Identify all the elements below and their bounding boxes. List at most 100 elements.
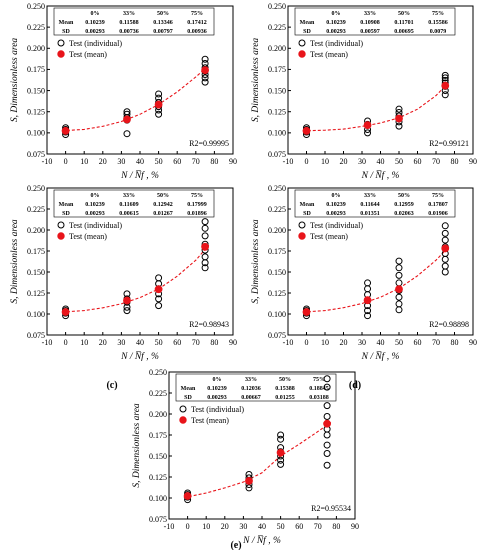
stats-table-cell: 0.15388 (275, 386, 295, 392)
r2-annotation: R2=0.95534 (311, 504, 351, 513)
y-tick-label: 0.200 (27, 226, 45, 235)
y-tick-label: 0.200 (268, 44, 286, 53)
y-tick-label: 0.125 (149, 473, 167, 482)
data-point-individual (201, 74, 209, 82)
stats-table-cell: 0.17999 (187, 202, 207, 208)
stats-table-cell: 0.00293 (85, 29, 105, 35)
x-tick-label: 90 (229, 157, 237, 166)
data-point-individual (201, 218, 209, 226)
stats-table-cell: Mean (59, 202, 74, 208)
stats-table-header: 0% (91, 11, 100, 17)
y-tick-label: 0.200 (268, 226, 286, 235)
r2-annotation: R2=0.98898 (429, 320, 469, 329)
stats-table-frame (53, 189, 215, 218)
y-tick-label: 0.175 (268, 247, 286, 256)
stats-table: 0% 33% 50% 75% Mean 0.10239 0.11588 0.13346 0.17… (53, 7, 215, 36)
stats-table-cell: SD (62, 29, 70, 35)
stats-table-header: 33% (123, 11, 135, 17)
legend-label-mean: Test (mean) (191, 416, 229, 425)
data-point-mean (123, 115, 131, 124)
stats-table-cell: 0.00695 (394, 29, 414, 35)
stats-table-header: 0% (91, 193, 100, 199)
fit-curve (302, 246, 450, 313)
y-tick-label: 0.100 (27, 310, 45, 319)
stats-table-cell: 0.10239 (326, 202, 346, 208)
stats-table-cell: 0.00936 (187, 29, 207, 35)
stats-table-cell: 0.00293 (85, 211, 105, 217)
x-tick-label: 30 (117, 338, 125, 347)
y-tick-label: 0.100 (268, 310, 286, 319)
data-point-individual (364, 307, 372, 315)
data-point-individual (155, 295, 163, 303)
data-point-individual (364, 279, 372, 287)
x-tick-label: 80 (451, 338, 459, 347)
data-point-individual (395, 105, 403, 113)
legend-marker-individual (57, 39, 65, 47)
stats-table-cell: 0.10908 (360, 20, 380, 26)
stats-table-cell: 0.01896 (187, 211, 207, 217)
data-point-mean (245, 476, 253, 485)
stats-table-cell: 0.11588 (119, 20, 138, 26)
data-point-individual (123, 307, 131, 315)
stats-table-cell: 0.01267 (153, 211, 173, 217)
stats-table-cell: SD (62, 211, 70, 217)
y-tick-label: 0.175 (149, 431, 167, 440)
data-point-individual (441, 222, 449, 230)
stats-table-cell: 0.00293 (326, 211, 346, 217)
x-tick-label: 50 (277, 522, 285, 531)
y-tick-label: 0.100 (27, 129, 45, 138)
y-tick-label: 0.225 (27, 205, 45, 214)
data-point-mean (395, 114, 403, 123)
data-point-individual (364, 285, 372, 293)
x-tick-label: 30 (358, 338, 366, 347)
stats-table-cell: 0.00797 (153, 29, 173, 35)
r2-annotation: R2=0.99995 (189, 139, 229, 148)
x-tick-label: 30 (117, 157, 125, 166)
stats-table-cell: 0.00615 (119, 211, 139, 217)
data-point-individual (277, 460, 285, 468)
stats-table-frame (294, 7, 456, 36)
stats-table: 0% 33% 50% 75% Mean 0.10239 0.12036 0.15388 0.18… (175, 373, 337, 402)
data-point-individual (441, 255, 449, 263)
data-point-mean (123, 296, 131, 305)
y-tick-label: 0.075 (268, 331, 286, 340)
legend-marker-individual (179, 405, 187, 413)
x-tick-label: 30 (358, 157, 366, 166)
stats-table-cell: Mean (59, 20, 74, 26)
stats-table-cell: 0.0079 (430, 29, 447, 35)
stats-table-cell: SD (303, 211, 311, 217)
stats-table-header: 50% (398, 11, 410, 17)
x-tick-label: 50 (155, 338, 163, 347)
x-tick-label: 50 (155, 157, 163, 166)
x-tick-label: 20 (221, 522, 229, 531)
x-tick-label: -10 (164, 522, 175, 531)
legend-marker-mean (57, 50, 65, 58)
y-tick-label: 0.100 (268, 129, 286, 138)
data-point-individual (123, 130, 131, 138)
x-tick-label: 20 (340, 157, 348, 166)
x-tick-label: -10 (283, 338, 294, 347)
stats-table-cell: 0.15586 (428, 20, 448, 26)
x-tick-label: 50 (395, 338, 403, 347)
x-axis-title: N / N̅f , % (120, 170, 159, 181)
x-tick-label: 40 (377, 157, 385, 166)
stats-table-cell: 0.11644 (360, 202, 379, 208)
x-tick-label: 70 (192, 157, 200, 166)
x-tick-label: 80 (332, 522, 340, 531)
legend-label-mean: Test (mean) (310, 50, 348, 59)
stats-table: 0% 33% 50% 75% Mean 0.10239 0.11609 0.12942 0.17… (53, 189, 215, 218)
x-tick-label: 40 (258, 522, 266, 531)
y-tick-label: 0.150 (27, 268, 45, 277)
data-point-individual (201, 264, 209, 272)
data-point-mean (323, 419, 332, 428)
stats-table-header: 50% (398, 193, 410, 199)
x-tick-label: 80 (451, 157, 459, 166)
chart-panel-1: -10 0 10 20 30 40 50 60 70 80 90 0.075 0.100 0.125 0.1… (10, 2, 237, 210)
x-tick-label: 90 (229, 338, 237, 347)
stats-table-cell: 0.11701 (394, 20, 413, 26)
data-point-mean (395, 285, 403, 294)
x-tick-label: 10 (321, 157, 329, 166)
y-tick-label: 0.125 (268, 289, 286, 298)
y-tick-label: 0.150 (268, 86, 286, 95)
